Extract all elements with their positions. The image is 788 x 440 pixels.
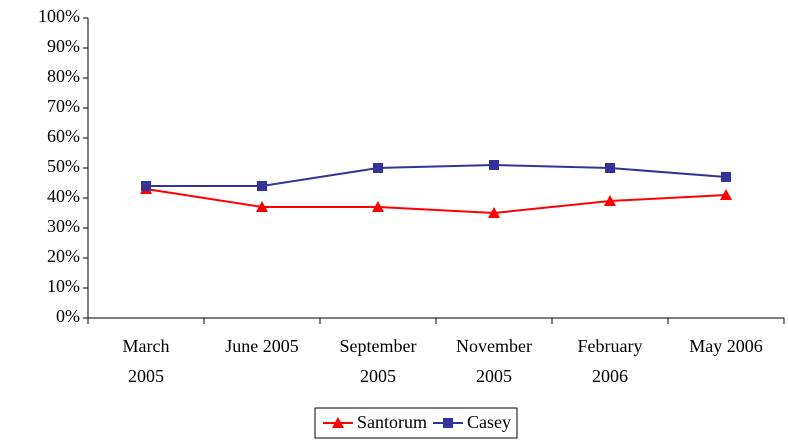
- x-tick-label: May 2006: [689, 336, 763, 356]
- series-line: [145, 188, 727, 215]
- marker: [256, 201, 268, 212]
- marker: [605, 163, 615, 173]
- legend: Santorum Casey: [314, 407, 518, 439]
- marker: [489, 160, 499, 170]
- y-tick-label: 40%: [47, 186, 80, 206]
- y-tick-label: 10%: [47, 276, 80, 296]
- legend-label: Santorum: [357, 412, 427, 432]
- marker: [257, 181, 267, 191]
- y-tick-label: 50%: [47, 156, 80, 176]
- x-tick-label: November 2005: [456, 336, 532, 386]
- y-tick-label: 80%: [47, 66, 80, 86]
- y-tick-label: 20%: [47, 246, 80, 266]
- x-tick-label: March 2005: [123, 336, 170, 386]
- marker: [141, 181, 151, 191]
- marker: [488, 207, 500, 218]
- marker: [443, 418, 453, 428]
- x-tick-label: February 2006: [578, 336, 643, 386]
- y-tick-label: 90%: [47, 36, 80, 56]
- marker: [720, 189, 732, 200]
- y-tick-label: 60%: [47, 126, 80, 146]
- y-tick-label: 30%: [47, 216, 80, 236]
- legend-label: Casey: [467, 412, 511, 432]
- marker: [373, 163, 383, 173]
- marker: [721, 172, 731, 182]
- y-tick-label: 100%: [38, 6, 80, 26]
- legend-box: [314, 407, 518, 439]
- marker: [332, 417, 344, 428]
- marker: [604, 195, 616, 206]
- y-tick-label: 0%: [56, 306, 80, 326]
- series-line: [146, 163, 727, 187]
- y-tick-label: 70%: [47, 96, 80, 116]
- x-tick-label: September 2005: [340, 336, 417, 386]
- x-tick-label: June 2005: [225, 336, 299, 356]
- marker: [372, 201, 384, 212]
